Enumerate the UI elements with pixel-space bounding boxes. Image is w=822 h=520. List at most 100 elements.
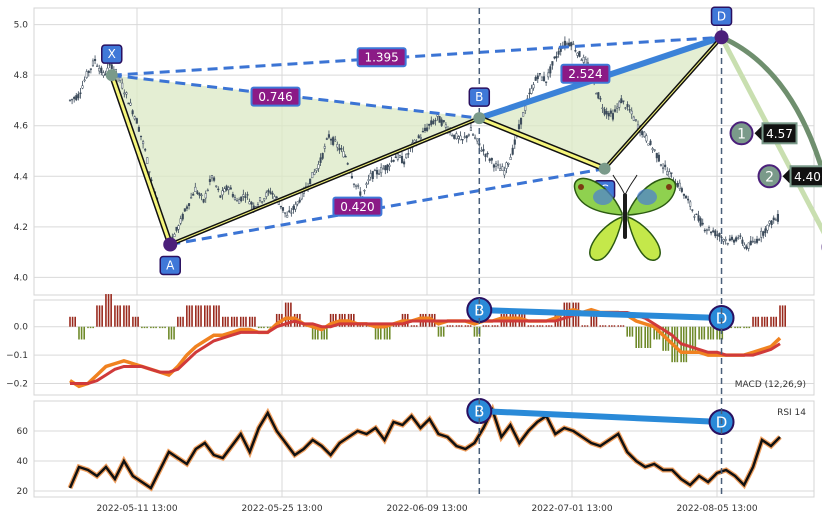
rsi-tick-label: 60 bbox=[17, 427, 29, 437]
rsi-line bbox=[68, 406, 781, 490]
candle-body bbox=[357, 185, 360, 187]
candle-body bbox=[175, 226, 178, 231]
candle-body bbox=[568, 42, 571, 46]
candle-body bbox=[651, 148, 654, 151]
candle-body bbox=[394, 156, 397, 159]
target-number: 2 bbox=[765, 169, 774, 185]
rsi-title: RSI 14 bbox=[777, 408, 806, 418]
rsi-tick-label: 40 bbox=[17, 457, 29, 467]
candle-body bbox=[294, 204, 297, 210]
candle-body bbox=[148, 171, 151, 173]
candle-body bbox=[469, 127, 472, 131]
candle-body bbox=[225, 185, 228, 191]
candle-body bbox=[772, 217, 775, 221]
candle-body bbox=[653, 149, 656, 151]
candle-body bbox=[288, 210, 291, 213]
candle-body bbox=[217, 188, 220, 191]
candle-body bbox=[290, 212, 293, 214]
candle-body bbox=[714, 230, 717, 237]
target-value: 4.40 bbox=[794, 170, 821, 184]
x-tick-label: 2022-08-05 13:00 bbox=[676, 504, 757, 514]
candle-body bbox=[755, 238, 759, 243]
candle-body bbox=[476, 138, 479, 142]
candle-body bbox=[632, 116, 635, 121]
candle-body bbox=[79, 92, 82, 95]
y-tick-label: 4.0 bbox=[14, 273, 29, 283]
candle-body bbox=[465, 135, 468, 139]
candle-body bbox=[492, 164, 495, 168]
candle-body bbox=[231, 193, 234, 197]
candle-body bbox=[455, 133, 458, 140]
candle-body bbox=[421, 130, 424, 133]
y-tick-label: 4.4 bbox=[14, 172, 29, 182]
candle-body bbox=[98, 68, 101, 72]
candle-body bbox=[223, 188, 226, 193]
candle-body bbox=[578, 51, 581, 57]
candle-body bbox=[628, 109, 631, 111]
candle-body bbox=[670, 172, 673, 174]
candle-body bbox=[135, 118, 138, 124]
candle-body bbox=[281, 207, 285, 211]
candle-body bbox=[542, 76, 546, 82]
macd-tick-label: −0.1 bbox=[6, 351, 28, 361]
candle-body bbox=[68, 99, 72, 102]
candle-body bbox=[190, 197, 193, 199]
candle-body bbox=[611, 113, 614, 120]
ratio-label-box bbox=[356, 47, 407, 68]
candle-body bbox=[284, 212, 287, 214]
candle-body bbox=[129, 102, 132, 106]
candle-body bbox=[137, 127, 140, 132]
candle-body bbox=[382, 168, 385, 170]
y-tick-label: 4.2 bbox=[14, 223, 28, 233]
candle-body bbox=[417, 135, 420, 139]
candle-body bbox=[373, 169, 376, 172]
candle-body bbox=[741, 239, 744, 244]
candle-body bbox=[680, 188, 683, 192]
candle-body bbox=[474, 136, 477, 139]
candle-body bbox=[530, 88, 533, 94]
candle-body bbox=[657, 154, 660, 162]
candle-body bbox=[413, 139, 416, 143]
ratio-label-box bbox=[332, 196, 383, 217]
candle-body bbox=[641, 131, 644, 136]
candle-body bbox=[545, 81, 548, 83]
candle-body bbox=[676, 182, 679, 187]
candle-body bbox=[263, 198, 266, 201]
leg-CD bbox=[604, 36, 722, 170]
candle-body bbox=[678, 182, 681, 189]
candle-body bbox=[507, 162, 510, 165]
candle-body bbox=[206, 189, 209, 192]
candle-body bbox=[286, 214, 289, 218]
candle-body bbox=[242, 194, 245, 197]
candle-body bbox=[327, 134, 330, 138]
macd-divergence-line bbox=[479, 307, 722, 321]
candle-body bbox=[576, 52, 579, 56]
candle-body bbox=[662, 167, 665, 169]
candle-body bbox=[77, 93, 80, 99]
target-value: 4.57 bbox=[766, 127, 793, 141]
candle-body bbox=[269, 191, 272, 194]
candle-body bbox=[536, 75, 539, 80]
candle-body bbox=[248, 201, 251, 205]
pivot-label-box bbox=[159, 255, 181, 276]
candle-body bbox=[181, 213, 184, 220]
candle-body bbox=[215, 185, 218, 187]
ratio-label-box bbox=[250, 86, 301, 107]
candle-body bbox=[557, 51, 560, 55]
candle-body bbox=[121, 82, 124, 89]
target-number: 1 bbox=[737, 126, 746, 142]
pivot-dot bbox=[598, 162, 611, 175]
candle-body bbox=[737, 237, 740, 239]
target-value-box bbox=[789, 165, 822, 188]
candle-body bbox=[438, 116, 441, 123]
candle-body bbox=[607, 112, 610, 117]
candle-body bbox=[229, 187, 232, 190]
candle-body bbox=[110, 64, 113, 69]
candle-body bbox=[609, 110, 612, 114]
macd-title: MACD (12,26,9) bbox=[735, 380, 806, 390]
candle-body bbox=[329, 138, 333, 141]
candle-body bbox=[463, 136, 466, 138]
candle-body bbox=[522, 112, 525, 117]
candle-body bbox=[776, 213, 779, 222]
candle-body bbox=[666, 171, 669, 176]
